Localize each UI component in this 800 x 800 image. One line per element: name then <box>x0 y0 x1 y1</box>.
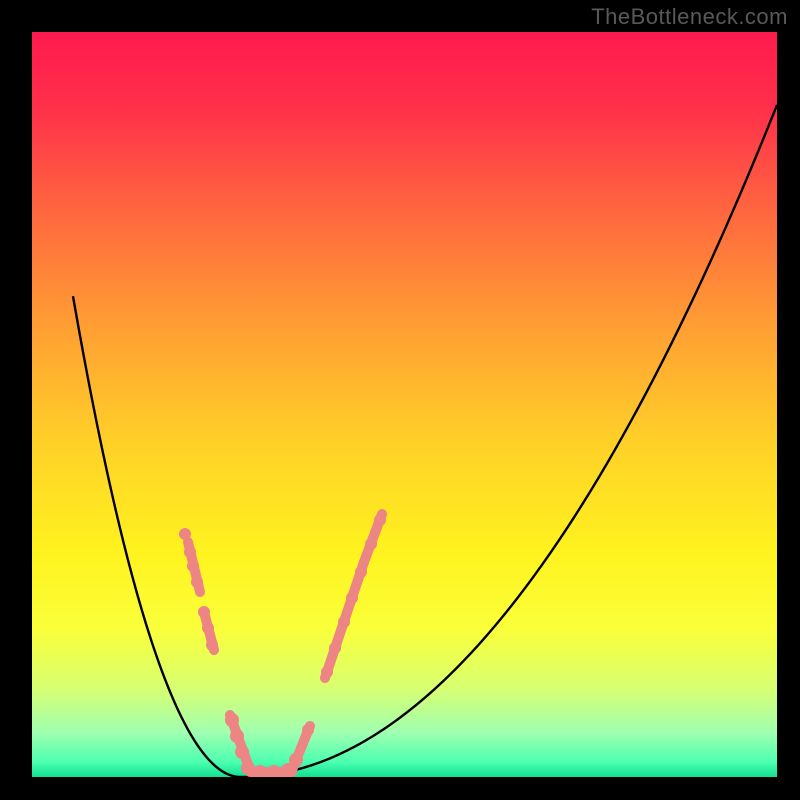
data-point <box>329 642 341 654</box>
data-point <box>198 606 210 618</box>
data-point <box>191 576 203 588</box>
data-point <box>374 514 386 526</box>
data-point <box>206 639 218 651</box>
data-point <box>184 546 196 558</box>
data-point <box>230 729 244 743</box>
data-point <box>365 538 377 550</box>
watermark-text: TheBottleneck.com <box>591 4 788 30</box>
data-point <box>202 622 214 634</box>
gradient-background <box>32 32 777 777</box>
outer-frame: TheBottleneck.com <box>0 0 800 800</box>
data-point <box>302 724 314 736</box>
data-point <box>235 745 249 759</box>
data-point <box>179 528 191 540</box>
data-point <box>321 666 333 678</box>
data-point <box>241 761 255 775</box>
data-point <box>187 560 199 572</box>
chart-svg <box>32 32 777 777</box>
data-point <box>225 713 239 727</box>
plot-area <box>32 32 777 777</box>
data-point <box>355 566 367 578</box>
data-point <box>346 592 358 604</box>
data-point <box>289 753 303 767</box>
data-point <box>338 616 350 628</box>
